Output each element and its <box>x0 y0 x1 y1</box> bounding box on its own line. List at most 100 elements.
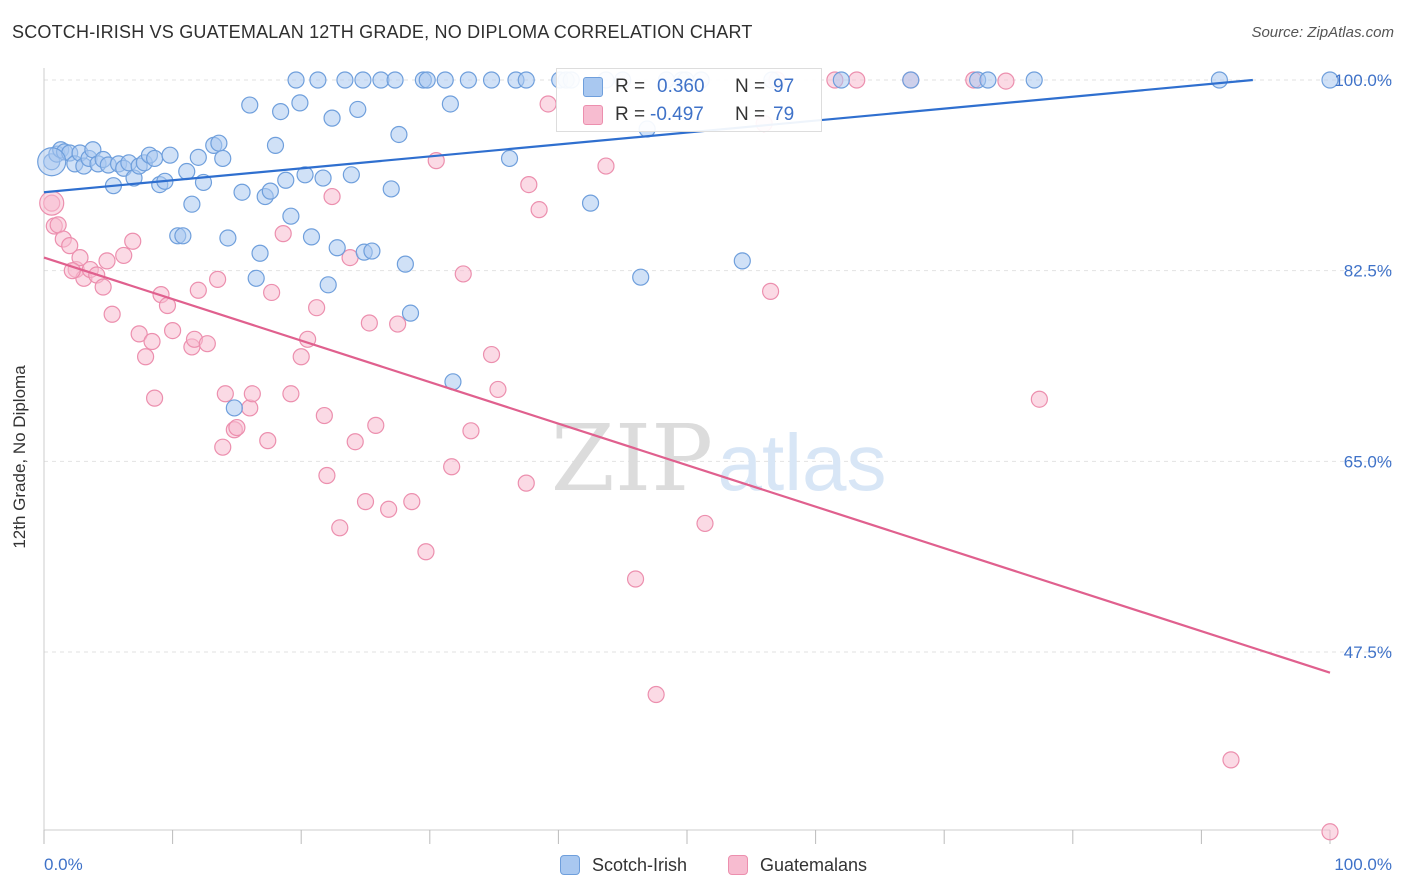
scatter-point <box>145 389 164 407</box>
scatter-point <box>1025 71 1043 89</box>
scatter-point <box>219 229 237 247</box>
scatter-point <box>1030 390 1048 408</box>
scatter-point <box>517 474 535 492</box>
scatter-point <box>178 162 196 181</box>
scatter-point <box>356 493 375 511</box>
legend-item-guatemalans: Guatemalans <box>728 850 867 880</box>
scatter-point <box>530 201 548 219</box>
guatemalans-points <box>39 71 1339 841</box>
scotch-irish-swatch <box>583 77 603 97</box>
scatter-point <box>94 278 112 296</box>
scatter-point <box>164 321 182 340</box>
watermark-atlas: atlas <box>718 418 887 507</box>
axes <box>43 68 1331 844</box>
scatter-point <box>216 385 234 403</box>
legend-label: Guatemalans <box>760 854 868 875</box>
scatter-point <box>328 239 346 257</box>
scatter-point <box>500 149 519 168</box>
scatter-point <box>225 399 243 417</box>
source-label: Source: ZipAtlas.com <box>1251 24 1394 41</box>
scatter-point <box>291 94 309 112</box>
scatter-point <box>98 252 116 270</box>
scatter-point <box>302 228 321 246</box>
scatter-point <box>761 282 780 300</box>
r-label: R = <box>615 76 646 97</box>
scatter-point <box>282 207 300 225</box>
scatter-point <box>581 194 600 212</box>
scatter-point <box>198 335 216 353</box>
scatter-point <box>261 182 279 200</box>
scatter-point <box>902 71 920 89</box>
scatter-point <box>263 283 281 302</box>
legend-swatch <box>728 855 748 875</box>
scatter-point <box>277 171 295 189</box>
scatter-point <box>318 466 336 485</box>
scatter-point <box>103 305 121 323</box>
scatter-point <box>174 227 192 245</box>
n-value: 79 <box>773 104 795 125</box>
scatter-point <box>517 71 535 89</box>
r-value: 0.360 <box>657 76 705 97</box>
scatter-point <box>323 109 341 127</box>
scatter-point <box>266 136 285 154</box>
scatter-point <box>441 95 459 113</box>
scatter-point <box>282 385 300 403</box>
scatter-point <box>314 169 332 187</box>
scatter-point <box>243 385 261 403</box>
scatter-point <box>346 433 364 451</box>
scatter-point <box>63 262 81 280</box>
scatter-point <box>189 148 207 166</box>
legend-swatch <box>560 855 580 875</box>
legend-label: Scotch-Irish <box>592 854 688 875</box>
scatter-point <box>489 380 507 399</box>
scatter-point <box>1321 71 1339 89</box>
scatter-point <box>214 149 232 168</box>
scatter-point <box>272 102 290 121</box>
scatter-point <box>647 685 665 704</box>
scatter-point <box>436 71 454 89</box>
scatter-point <box>228 418 246 437</box>
x-tick-label: 100.0% <box>1334 855 1392 874</box>
scatter-point <box>401 304 420 322</box>
scatter-point <box>382 180 400 198</box>
scatter-point <box>145 149 164 168</box>
n-value: 97 <box>773 76 795 97</box>
scatter-point <box>349 100 367 119</box>
trend-lines <box>43 78 1331 674</box>
scatter-point-large <box>39 190 65 216</box>
scatter-point <box>1222 751 1240 769</box>
scatter-point <box>454 265 472 283</box>
scatter-point <box>520 175 538 194</box>
scatter-point <box>161 146 179 164</box>
scatter-point-large <box>37 147 67 177</box>
scatter-point <box>390 125 408 144</box>
scatter-point <box>462 422 480 440</box>
scatter-point <box>210 134 228 152</box>
n-label: N = <box>735 76 766 97</box>
scatter-point <box>251 244 269 262</box>
guatemalans-swatch <box>583 105 603 125</box>
scatter-point <box>386 71 404 89</box>
scatter-point <box>233 183 251 201</box>
scatter-point <box>363 242 381 260</box>
scatter-point <box>417 543 435 561</box>
scatter-point <box>696 514 714 533</box>
scatter-point <box>597 157 615 175</box>
y-tick-label: 47.5% <box>1344 643 1392 662</box>
trend-line-scotch-irish <box>43 78 1253 194</box>
scatter-point <box>997 72 1015 90</box>
scatter-point <box>61 237 79 255</box>
scatter-point <box>482 345 501 364</box>
scatter-point <box>296 166 314 184</box>
scatter-point <box>323 187 341 206</box>
scatter-point <box>360 314 378 332</box>
scatter-point <box>539 95 557 113</box>
y-axis-label: 12th Grade, No Diploma <box>10 365 29 549</box>
scatter-point <box>287 71 305 89</box>
scatter-point <box>241 96 259 114</box>
scatter-point <box>292 348 310 366</box>
scatter-point <box>354 71 372 89</box>
scatter-point <box>626 570 645 588</box>
scatter-point <box>418 71 436 89</box>
